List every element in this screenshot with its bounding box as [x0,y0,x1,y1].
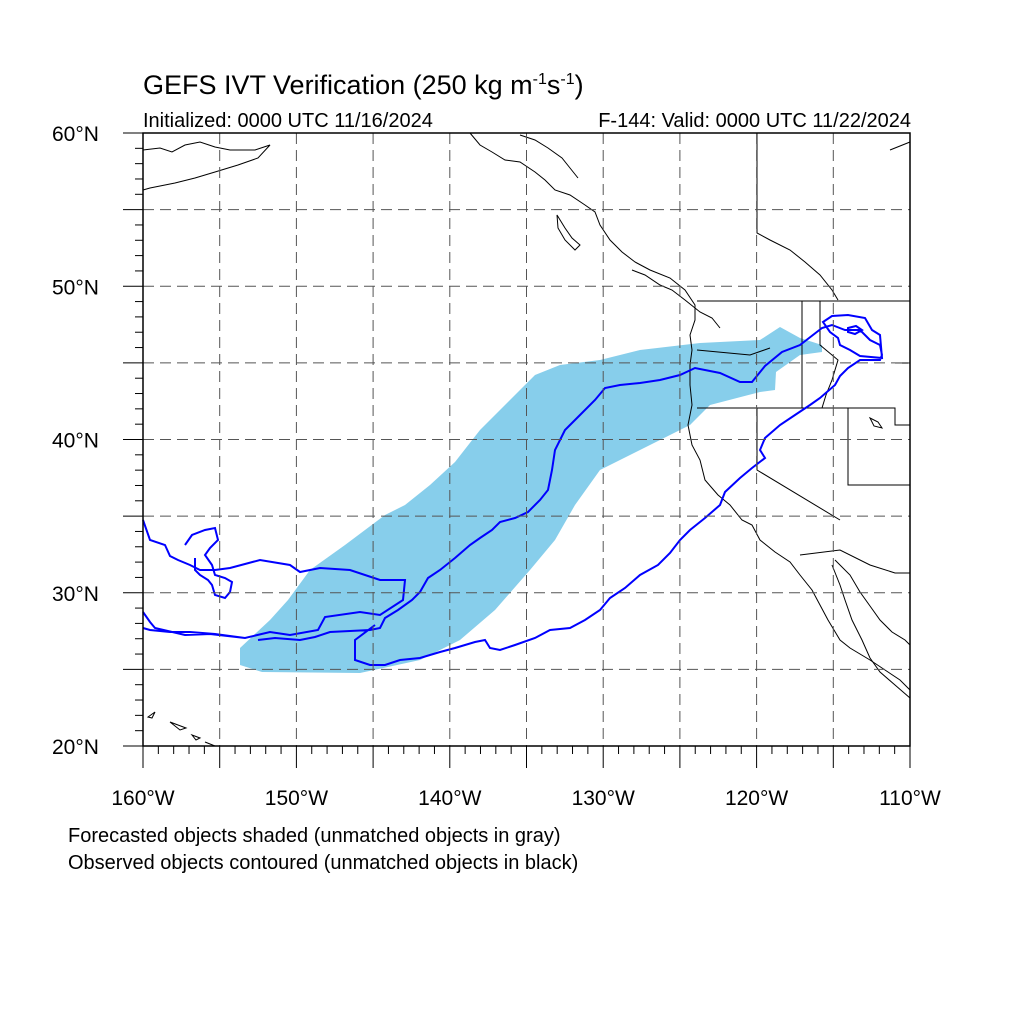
observed-object-contour-west [184,526,234,600]
latitude-label: 40°N [52,430,99,453]
initialized-label: Initialized: 0000 UTC 11/16/2024 [143,110,433,132]
longitude-label: 120°W [725,787,788,810]
longitude-label: 110°W [879,787,941,810]
longitude-label: 160°W [111,787,174,810]
coastlines [142,132,911,747]
longitude-label: 150°W [265,787,328,810]
legend-observed: Observed objects contoured (unmatched ob… [68,852,579,874]
valid-time-label: F-144: Valid: 0000 UTC 11/22/2024 [598,110,911,132]
map-title: GEFS IVT Verification (250 kg m-1s-1) [143,70,584,100]
latitude-label: 20°N [52,736,99,759]
latitude-label: 30°N [52,583,99,606]
map-axis-labels: 60°N 50°N 40°N 30°N 20°N 160°W 150°W 140°W 130°W… [52,123,941,810]
latitude-label: 50°N [52,276,99,299]
longitude-label: 140°W [418,787,481,810]
legend-forecast: Forecasted objects shaded (unmatched obj… [68,825,561,847]
forecast-object [240,327,822,673]
state-borders [696,133,910,574]
longitude-label: 130°W [572,787,635,810]
latitude-label: 60°N [52,123,99,146]
map-gridlines [143,133,910,746]
map-ticks [123,132,911,768]
observed-object-contour [142,313,884,666]
